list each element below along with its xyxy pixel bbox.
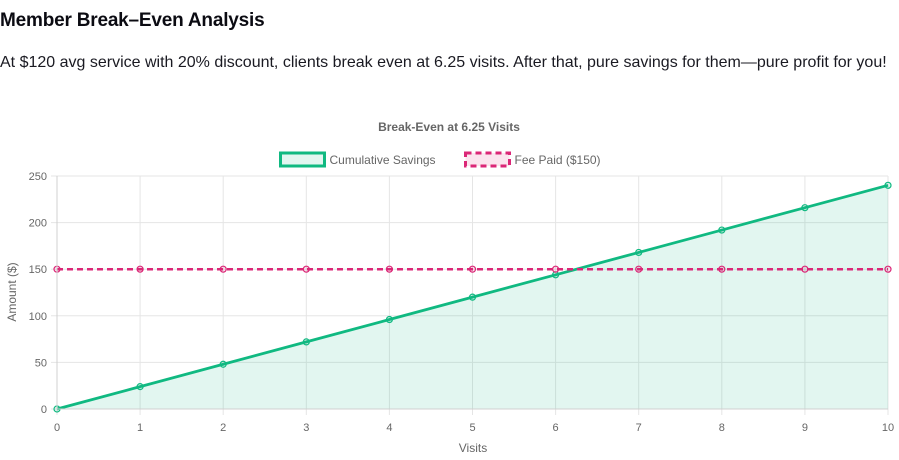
y-tick-label: 100 — [29, 311, 47, 323]
x-tick-label: 8 — [719, 422, 725, 434]
fee-paid-150-point[interactable] — [302, 265, 310, 273]
y-tick-label: 150 — [29, 264, 47, 276]
x-tick-label: 9 — [802, 422, 808, 434]
legend-swatch — [279, 151, 326, 168]
fee-paid-150-point[interactable] — [801, 265, 809, 273]
cumulative-savings-point[interactable] — [884, 181, 892, 189]
x-tick-label: 2 — [220, 422, 226, 434]
x-tick-label: 10 — [882, 422, 894, 434]
legend-item-cumulative-savings[interactable]: Cumulative Savings — [279, 151, 436, 168]
x-tick-label: 1 — [137, 422, 143, 434]
chart-title: Break-Even at 6.25 Visits — [378, 120, 520, 134]
cumulative-savings-point[interactable] — [468, 293, 477, 301]
x-tick-label: 7 — [636, 422, 642, 434]
x-tick-label: 5 — [469, 422, 475, 434]
cumulative-savings-line — [56, 183, 889, 411]
y-tick-label: 250 — [29, 171, 47, 183]
chart-axes: 0 50 100 150 200 250 0 1 2 3 4 5 6 7 8 9 10 — [29, 171, 894, 434]
page-description: At $120 avg service with 20% discount, c… — [0, 54, 887, 71]
fee-paid-150-point[interactable] — [468, 265, 477, 273]
cumulative-savings-point[interactable] — [635, 248, 643, 257]
fee-paid-150-point[interactable] — [635, 265, 643, 273]
fee-paid-150-point[interactable] — [385, 265, 393, 273]
y-tick-label: 200 — [29, 218, 47, 230]
y-tick-label: 50 — [35, 357, 47, 369]
y-axis-title: Amount ($) — [5, 262, 19, 321]
legend-label: Cumulative Savings — [330, 153, 436, 167]
legend-label: Fee Paid ($150) — [515, 153, 601, 167]
legend-item-fee-paid-150[interactable]: Fee Paid ($150) — [464, 151, 601, 168]
cumulative-savings-point[interactable] — [136, 383, 144, 391]
fee-paid-150-point[interactable] — [718, 265, 726, 273]
x-tick-label: 0 — [54, 422, 60, 434]
cumulative-savings-point[interactable] — [718, 226, 726, 234]
x-axis-title: Visits — [459, 441, 487, 455]
fee-paid-150-point[interactable] — [219, 265, 227, 273]
fee-paid-150-point[interactable] — [136, 265, 144, 273]
cumulative-savings-point[interactable] — [219, 360, 227, 368]
legend-swatch — [464, 151, 511, 168]
cumulative-savings-point[interactable] — [385, 315, 393, 324]
x-tick-label: 6 — [553, 422, 559, 434]
x-tick-label: 3 — [303, 422, 309, 434]
y-tick-label: 0 — [41, 404, 47, 416]
page-title: Member Break–Even Analysis — [0, 10, 265, 31]
cumulative-savings-point[interactable] — [302, 338, 310, 346]
x-tick-label: 4 — [386, 422, 392, 434]
cumulative-savings-point[interactable] — [801, 204, 809, 212]
fee-paid-150-point[interactable] — [884, 265, 892, 273]
chart-legend[interactable]: Cumulative Savings Fee Paid ($150) — [279, 151, 601, 168]
fee-paid-150-point[interactable] — [551, 265, 560, 273]
